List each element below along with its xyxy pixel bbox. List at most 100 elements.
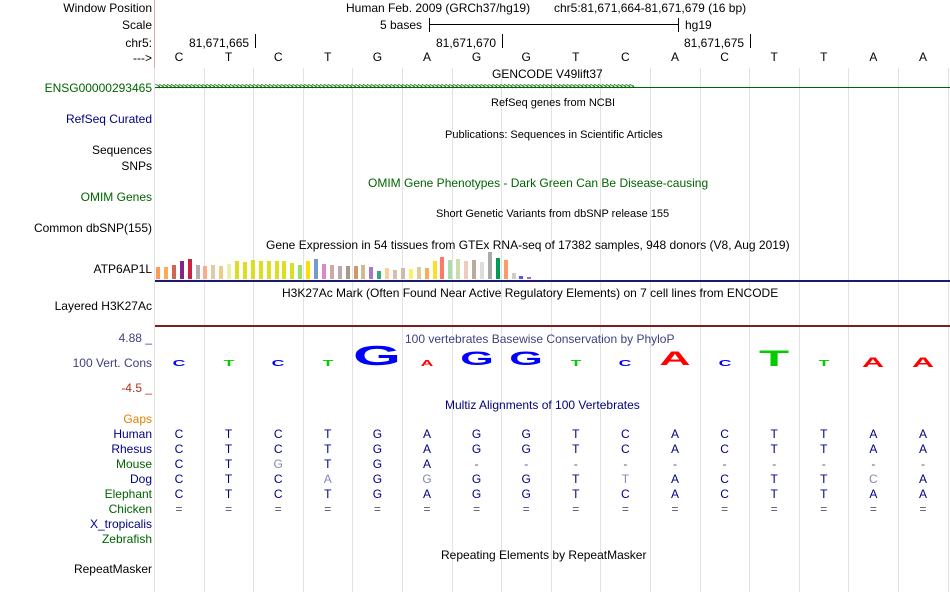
repeats-title: Repeating Elements by RepeatMasker [441,548,647,562]
gtex-tissue-bar[interactable] [321,264,326,279]
coord-tick-1 [255,34,256,48]
gtex-tissue-bar[interactable] [219,266,224,279]
gtex-tissue-bar[interactable] [456,259,461,279]
gtex-tissue-bar[interactable] [250,260,255,279]
species-base: T [820,442,828,456]
species-base: T [770,442,778,456]
gtex-tissue-bar[interactable] [235,261,239,279]
species-base: A [869,487,878,501]
species-label[interactable]: Mouse [115,457,152,471]
gtex-tissue-bar[interactable] [187,259,192,279]
gtex-tissue-bar[interactable] [377,271,382,279]
gtex-tissue-bar[interactable] [385,268,390,279]
gtex-tissue-bar[interactable] [424,268,429,279]
species-base: G [372,472,383,486]
gtex-tissue-bar[interactable] [171,265,176,279]
species-base: A [422,457,431,471]
species-label[interactable]: Elephant [104,487,152,501]
base-letter: A [918,50,927,64]
gtex-tissue-bar[interactable] [511,273,516,279]
species-label[interactable]: Dog [129,472,152,486]
gtex-tissue-bar[interactable] [353,266,358,279]
gtex-tissue-bar[interactable] [464,261,469,279]
gtex-tissue-bar[interactable] [258,261,263,279]
grid-line [947,68,949,592]
gtex-tissue-bar[interactable] [298,265,303,279]
scale-text: 5 bases [380,18,423,32]
gtex-tissue-bar[interactable] [329,265,334,279]
common-dbsnp-label[interactable]: Common dbSNP(155) [33,221,152,235]
gtex-tissue-bar[interactable] [495,258,500,279]
gtex-tissue-bar[interactable] [479,262,484,279]
species-base: T [224,442,233,456]
gtex-tissue-bar[interactable] [337,266,342,279]
gtex-tissue-bar[interactable] [227,264,232,279]
gtex-tissue-bar[interactable] [163,267,168,279]
species-base: G [471,487,482,501]
gtex-tissue-bar[interactable] [266,261,271,279]
repeatmasker-label[interactable]: RepeatMasker [73,562,152,576]
species-base: T [224,487,233,501]
gtex-tissue-bar[interactable] [282,261,287,279]
gtex-tissue-bar[interactable] [448,260,453,279]
h3k27ac-title: H3K27Ac Mark (Often Found Near Active Re… [282,286,779,300]
snps-label[interactable]: SNPs [121,159,152,173]
gtex-tissue-bar[interactable] [345,266,350,279]
species-base: A [670,427,679,441]
conservation-letter: C [172,359,186,368]
cons-min-label: -4.5 _ [121,381,152,395]
chr-label: chr5: [125,36,152,50]
gtex-tissue-bar[interactable] [179,261,184,279]
omim-label[interactable]: OMIM Genes [80,190,152,204]
species-base: T [621,472,630,486]
species-base: = [919,502,927,516]
gtex-tissue-bar[interactable] [519,276,524,279]
species-label[interactable]: Rhesus [111,442,152,456]
gtex-tissue-bar[interactable] [472,260,476,279]
gtex-tissue-bar[interactable] [290,263,295,279]
gtex-gene-label[interactable]: ATP6AP1L [93,262,152,276]
gtex-tissue-bar[interactable] [156,267,160,279]
gtex-bars[interactable] [156,250,546,279]
gtex-tissue-bar[interactable] [306,261,311,279]
gtex-tissue-bar[interactable] [274,261,279,279]
position-title[interactable]: chr5:81,671,664-81,671,679 (16 bp) [554,1,747,15]
species-base: = [274,502,282,516]
gtex-tissue-bar[interactable] [527,277,532,279]
grid-line [699,68,701,592]
arrow-label: ---> [133,51,152,65]
gtex-tissue-bar[interactable] [211,265,216,279]
refseq-title: RefSeq genes from NCBI [491,97,616,109]
species-label[interactable]: Human [113,427,152,441]
species-base: T [224,472,233,486]
gtex-tissue-bar[interactable] [361,265,366,279]
gtex-tissue-bar[interactable] [393,270,397,279]
grid-line [550,68,552,592]
gene-label[interactable]: ENSG00000293465 [44,81,152,95]
gtex-tissue-bar[interactable] [503,260,508,279]
sequences-label[interactable]: Sequences [91,143,152,157]
gtex-tissue-bar[interactable] [400,268,405,279]
refseq-label[interactable]: RefSeq Curated [65,112,152,126]
coord-3: 81,671,675 [684,36,745,50]
grid-line [798,68,800,592]
gtex-tissue-bar[interactable] [487,252,492,279]
species-base: = [373,502,381,516]
gtex-tissue-bar[interactable] [440,257,445,279]
species-base: G [521,442,531,456]
species-base: T [324,487,332,501]
species-label[interactable]: X_tropicalis [89,517,152,531]
gtex-tissue-bar[interactable] [203,266,208,279]
gtex-tissue-bar[interactable] [408,269,413,279]
layered-label[interactable]: Layered H3K27Ac [54,299,152,313]
gtex-tissue-bar[interactable] [369,267,374,279]
gtex-tissue-bar[interactable] [416,267,421,279]
cons-name-label[interactable]: 100 Vert. Cons [72,356,152,370]
species-label[interactable]: Chicken [108,502,152,516]
gtex-tissue-bar[interactable] [314,259,318,279]
species-label[interactable]: Zebrafish [101,532,152,546]
species-base: T [572,442,580,456]
gtex-tissue-bar[interactable] [242,262,247,279]
gtex-tissue-bar[interactable] [432,261,437,279]
gtex-tissue-bar[interactable] [195,265,200,279]
